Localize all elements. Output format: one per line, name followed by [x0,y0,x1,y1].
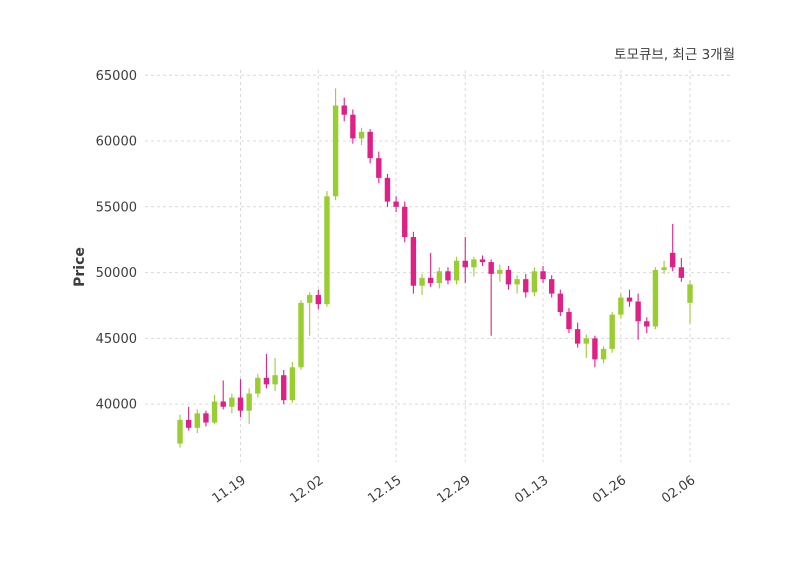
candle-body [341,105,347,115]
candle-body [497,269,503,274]
candle-body [548,279,555,294]
y-tick-label: 40000 [96,398,137,413]
x-tick-label: 01.26 [590,473,629,507]
candle-body [211,401,218,423]
candle-body [678,267,685,278]
candle-body [410,237,417,286]
candle-body [687,284,693,303]
candle-body [177,419,183,444]
candle-body [194,413,200,428]
chart-title: 토모큐브, 최근 3개월 [614,47,735,63]
candle-body [263,377,270,385]
candle-body [652,269,659,327]
candle-body [609,314,615,349]
candle-body [427,277,434,284]
candle-body [384,177,391,202]
candle-body [402,206,408,238]
candle-body [185,419,192,428]
candle-body [367,131,373,159]
x-tick-label: 12.29 [434,473,473,507]
x-tick-label: 02.06 [659,473,698,507]
candle-body [203,413,209,423]
y-tick-label: 60000 [96,135,137,150]
candle-body [255,377,261,394]
candle-body [531,271,538,293]
candle-body [514,279,520,285]
y-tick-label: 45000 [96,332,137,347]
candle-body [479,259,486,263]
y-tick-label: 50000 [96,266,137,281]
candle-body [350,114,356,139]
candle-body [419,277,425,286]
candle-body [557,293,564,313]
candle-body [471,259,477,268]
candle-body [566,312,572,330]
candle-body [332,105,339,197]
candle-body [600,348,607,360]
candle-body [315,294,322,305]
y-tick-label: 65000 [96,69,137,84]
candle-body [644,321,650,327]
candle-body [445,271,451,281]
candle-body [324,196,330,305]
candle-body [583,338,589,344]
candle-body [281,375,287,401]
candle-body [358,131,365,139]
candle-body [453,260,460,281]
candle-body [505,269,512,285]
candle-body [393,201,399,207]
x-tick-label: 12.15 [365,473,404,507]
candle-body [592,338,598,360]
candle-body [670,252,676,268]
candle-body [220,401,226,407]
candle-body [237,397,244,411]
candle-body [272,375,278,385]
y-tick-label: 55000 [96,200,137,215]
candle-body [376,158,382,178]
candle-body [618,297,624,315]
candle-body [635,301,641,322]
candle-body [229,397,235,407]
candle-body [246,393,252,411]
candle-body [298,302,304,368]
x-tick-label: 12.02 [288,473,327,507]
x-tick-label: 01.13 [512,473,551,507]
candle-body [488,262,494,274]
candle-body [540,271,546,280]
candle-body [436,271,443,284]
candle-body [289,367,296,401]
candle-body [574,329,581,344]
candle-body [306,294,313,303]
candle-body [462,260,468,268]
candle-body [523,279,529,293]
x-tick-label: 11.19 [210,473,249,507]
candle-body [626,297,633,302]
candle-body [661,267,667,270]
